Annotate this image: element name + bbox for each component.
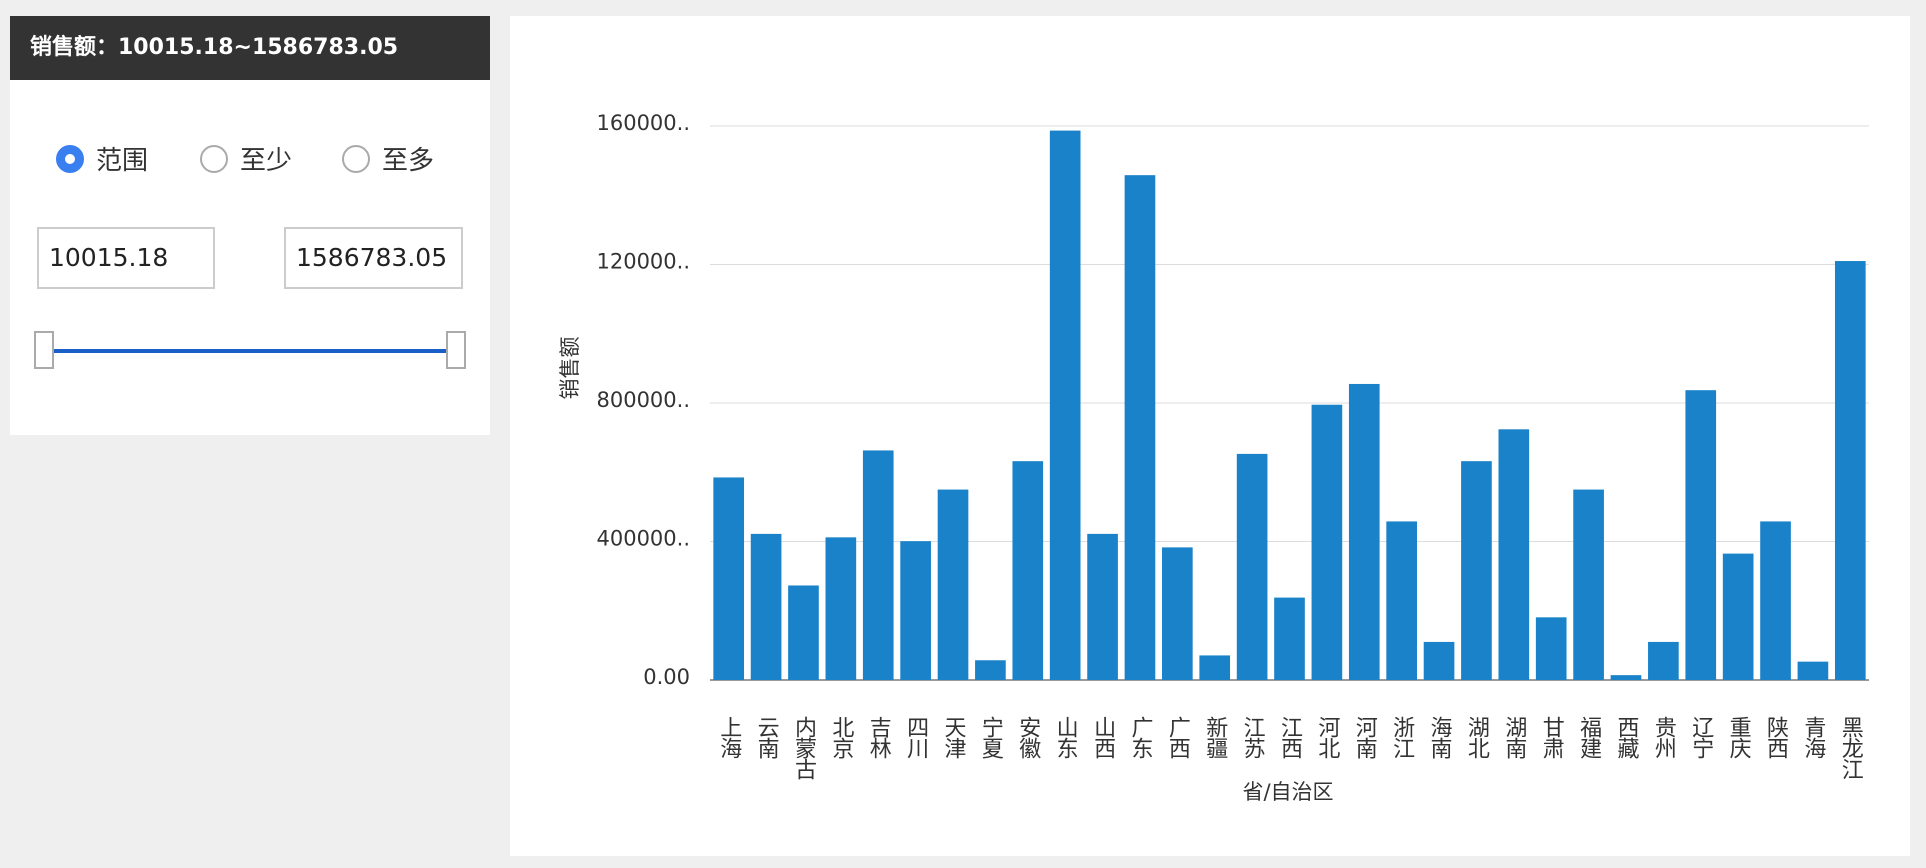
- y-tick-label: 0.00: [643, 665, 690, 689]
- x-tick-label: 河北: [1314, 716, 1340, 759]
- bar: [1348, 383, 1380, 680]
- x-tick-label: 广东: [1127, 716, 1153, 758]
- bar: [1722, 553, 1754, 680]
- x-tick-label: 河南: [1352, 716, 1378, 759]
- radio-option[interactable]: 至少: [200, 140, 292, 177]
- x-tick-label: 青海: [1800, 716, 1826, 759]
- bar: [1087, 533, 1118, 680]
- bar: [1274, 597, 1305, 680]
- radio-dot[interactable]: [342, 144, 370, 173]
- x-tick-label: 浙江: [1389, 716, 1415, 759]
- bar: [1573, 489, 1604, 680]
- bar: [1124, 175, 1156, 681]
- min-input[interactable]: 10015.18: [37, 227, 215, 289]
- x-tick-label: 贵州: [1651, 716, 1677, 758]
- x-tick-label: 云南: [754, 716, 779, 759]
- bar: [825, 537, 857, 680]
- radio-dot[interactable]: [200, 144, 228, 173]
- bar: [1461, 461, 1492, 680]
- bar: [788, 585, 819, 680]
- bar: [1386, 521, 1417, 680]
- x-tick-label: 福建: [1576, 716, 1602, 759]
- x-axis-title: 省/自治区: [1242, 780, 1333, 804]
- bar: [1685, 390, 1717, 680]
- bar: [1199, 655, 1231, 680]
- slider-track: [44, 349, 456, 353]
- x-tick-label: 内蒙古: [791, 716, 816, 780]
- bar: [750, 533, 782, 680]
- y-tick-label: 160000..: [596, 111, 690, 135]
- bar: [1423, 641, 1455, 680]
- x-tick-label: 天津: [941, 716, 967, 759]
- x-tick-label: 山西: [1090, 716, 1115, 759]
- bar: [1049, 130, 1081, 680]
- x-tick-label: 重庆: [1726, 716, 1752, 759]
- x-tick-label: 湖北: [1464, 716, 1490, 759]
- x-tick-label: 甘肃: [1539, 716, 1565, 759]
- x-tick-label: 安徽: [1015, 716, 1041, 759]
- bar: [862, 450, 894, 680]
- x-tick-label: 广西: [1165, 716, 1191, 759]
- bar: [1162, 547, 1193, 680]
- y-tick-label: 800000..: [596, 388, 690, 412]
- radio-option[interactable]: 至多: [342, 140, 434, 177]
- x-tick-label: 北京: [828, 716, 854, 759]
- x-tick-label: 陕西: [1763, 716, 1788, 759]
- x-tick-label: 四川: [903, 716, 929, 759]
- filter-panel: 销售额：10015.18~1586783.05 范围 至少 至多 10015.18 …: [10, 16, 490, 435]
- bar: [1498, 429, 1530, 680]
- x-tick-label: 江西: [1277, 716, 1303, 759]
- y-tick-label: 400000..: [596, 527, 690, 551]
- filter-title: 销售额：10015.18~1586783.05: [10, 16, 490, 80]
- radio-label: 至少: [240, 146, 293, 176]
- x-tick-label: 湖南: [1501, 716, 1527, 759]
- x-tick-label: 吉林: [866, 716, 892, 759]
- bar: [1797, 661, 1829, 680]
- bar: [1236, 453, 1268, 680]
- bar: [1610, 675, 1642, 680]
- max-input[interactable]: 1586783.05: [284, 227, 463, 289]
- bar: [1834, 261, 1866, 680]
- x-tick-label: 黑龙江: [1838, 716, 1864, 780]
- bar: [1535, 617, 1567, 680]
- bar: [1760, 521, 1791, 680]
- bar: [975, 660, 1006, 680]
- x-tick-label: 海南: [1427, 716, 1453, 759]
- chart-panel: 销售额 省/自治区 0.00 400000.. 800000.. 120000.. 16…: [510, 16, 1910, 856]
- radio-label: 至多: [382, 146, 435, 176]
- bar: [1648, 641, 1679, 680]
- x-tick-label: 上海: [716, 716, 742, 759]
- slider-handle[interactable]: [34, 331, 54, 369]
- y-axis-title: 销售额: [558, 337, 582, 400]
- x-tick-label: 新疆: [1202, 716, 1228, 759]
- x-tick-label: 西藏: [1613, 716, 1639, 759]
- x-tick-label: 山东: [1053, 716, 1078, 758]
- bar: [713, 477, 745, 680]
- slider-handle[interactable]: [446, 331, 466, 369]
- radio-option[interactable]: 范围: [56, 140, 148, 177]
- bar: [1012, 461, 1044, 680]
- radio-dot[interactable]: [56, 144, 84, 173]
- radio-label: 范围: [96, 146, 149, 176]
- x-tick-label: 辽宁: [1688, 716, 1714, 759]
- x-tick-label: 江苏: [1240, 716, 1266, 759]
- bar: [900, 541, 931, 680]
- x-tick-label: 宁夏: [978, 716, 1004, 759]
- chart: 销售额 省/自治区 0.00 400000.. 800000.. 120000.. 16…: [558, 111, 1869, 804]
- y-tick-label: 120000..: [596, 250, 690, 274]
- bar: [937, 489, 969, 680]
- bar: [1311, 404, 1343, 680]
